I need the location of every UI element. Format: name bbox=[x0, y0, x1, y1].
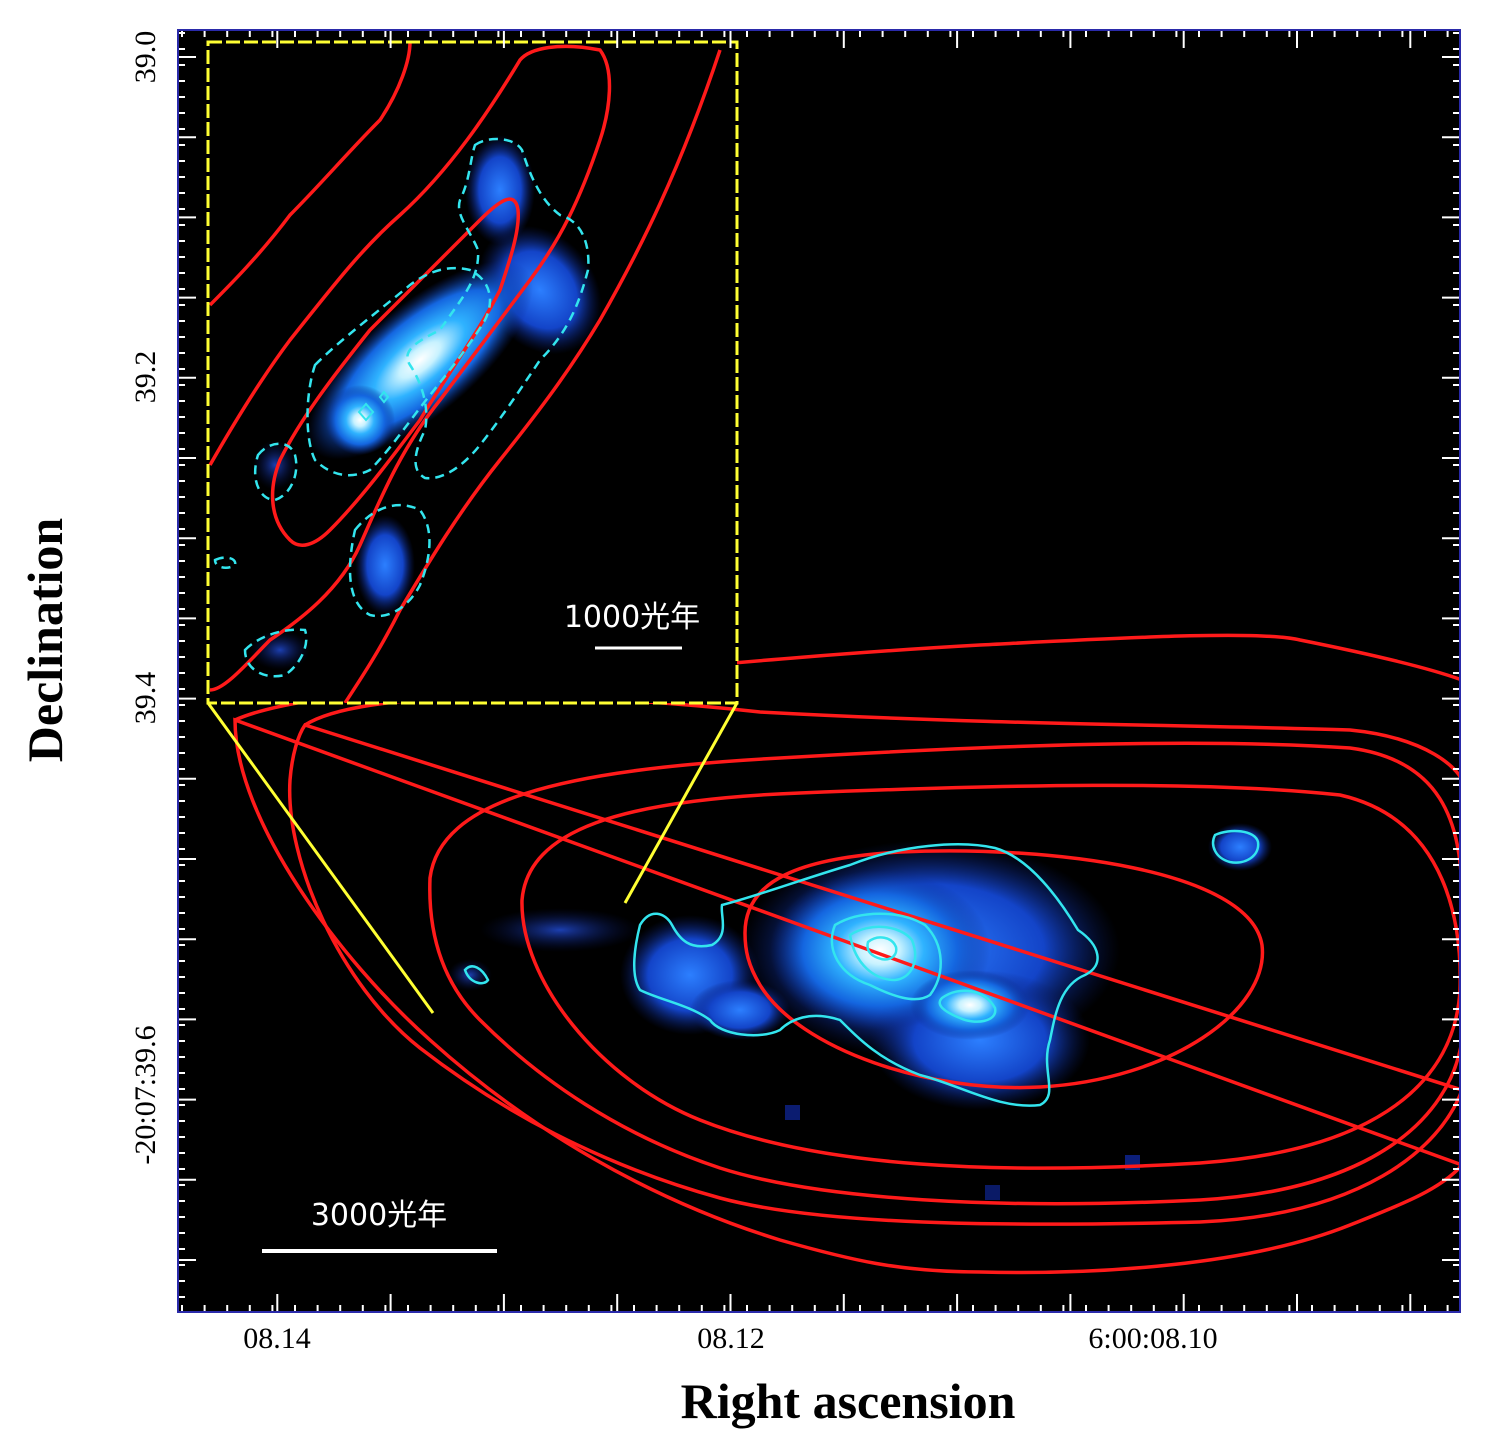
inset-peak-markers bbox=[357, 390, 390, 422]
y-tick-label-39-6: -20:07:39.6 bbox=[129, 1025, 162, 1164]
x-tick-label-08-12: 08.12 bbox=[697, 1322, 765, 1355]
main-scale-label: 3000光年 bbox=[311, 1198, 447, 1233]
x-axis-title: Right ascension bbox=[681, 1373, 1016, 1429]
plot-frame bbox=[177, 29, 1461, 1313]
inset-emission bbox=[250, 135, 602, 670]
inset-red-contours bbox=[208, 42, 722, 703]
axis-ticks bbox=[178, 30, 1460, 1312]
x-tick-label-08-10: 6:00:08.10 bbox=[1088, 1322, 1217, 1355]
x-tick-label-08-14: 08.14 bbox=[243, 1322, 311, 1355]
y-axis-title: Declination bbox=[17, 518, 73, 763]
inset-panel: 1000光年 bbox=[206, 40, 739, 705]
y-tick-label-39-4: 39.4 bbox=[129, 672, 162, 725]
inset-cyan-contours bbox=[213, 137, 590, 678]
inset-frame bbox=[206, 40, 739, 705]
y-tick-label-39-2: 39.2 bbox=[129, 351, 162, 404]
inset-scale-label: 1000光年 bbox=[564, 600, 700, 635]
y-tick-label-39-0: 39.0 bbox=[129, 31, 162, 84]
zoom-lines bbox=[206, 702, 739, 1014]
main-emission bbox=[448, 823, 1272, 1200]
cyan-contours-main bbox=[463, 829, 1260, 1107]
